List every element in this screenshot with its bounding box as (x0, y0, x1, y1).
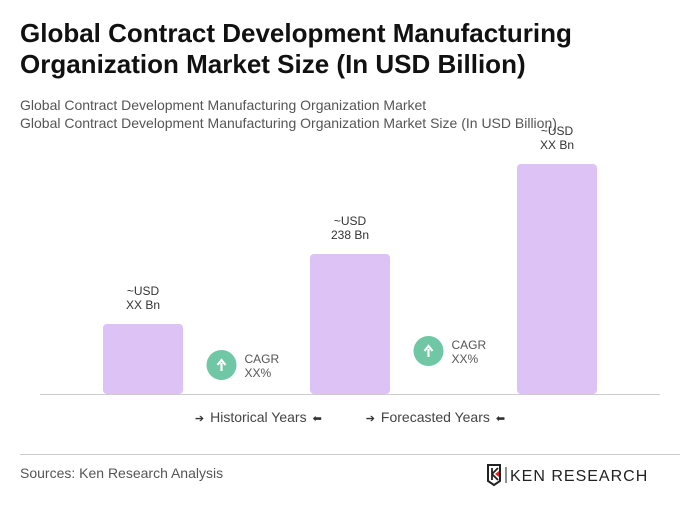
cagr-value: XX% (452, 352, 479, 366)
data-label: XX Bn (126, 298, 160, 312)
bar (103, 324, 183, 394)
arrow-right-icon: ➔ (365, 413, 375, 425)
legend-forecasted-label: Forecasted Years (380, 409, 490, 425)
arrow-left-icon: ⬅ (312, 413, 322, 425)
arrow-left-icon: ⬅ (495, 413, 506, 425)
footer-divider (20, 454, 680, 455)
subtitle-line-2: Global Contract Development Manufacturin… (20, 115, 557, 131)
legend-historical-label: Historical Years (210, 409, 307, 425)
chart-title: Global Contract Development Manufacturin… (20, 18, 572, 79)
ken-research-logo: KEN RESEARCH (487, 464, 648, 487)
cagr-label: CAGR (245, 352, 280, 366)
bar (517, 164, 597, 394)
subtitle-line-1: Global Contract Development Manufacturin… (20, 97, 427, 113)
legend: ➔ Historical Years ⬅ ➔ Forecasted Years ⬅ (0, 409, 700, 425)
cagr-label: CAGR (452, 338, 487, 352)
sources-text: Sources: Ken Research Analysis (20, 465, 224, 481)
data-label: XX Bn (540, 138, 574, 152)
arrow-up-glyph (423, 344, 434, 357)
legend-historical: ➔ Historical Years ⬅ (189, 409, 328, 425)
arrow-right-icon: ➔ (194, 413, 205, 425)
bar (310, 254, 390, 394)
data-label: ~USD (334, 214, 367, 228)
arrow-up-glyph (216, 358, 227, 371)
svg-text:KEN RESEARCH: KEN RESEARCH (510, 468, 648, 485)
data-label: 238 Bn (331, 228, 369, 242)
data-label: ~USD (541, 124, 574, 138)
cagr-value: XX% (245, 366, 272, 380)
legend-forecasted: ➔ Forecasted Years ⬅ (360, 409, 511, 425)
data-label: ~USD (127, 284, 160, 298)
